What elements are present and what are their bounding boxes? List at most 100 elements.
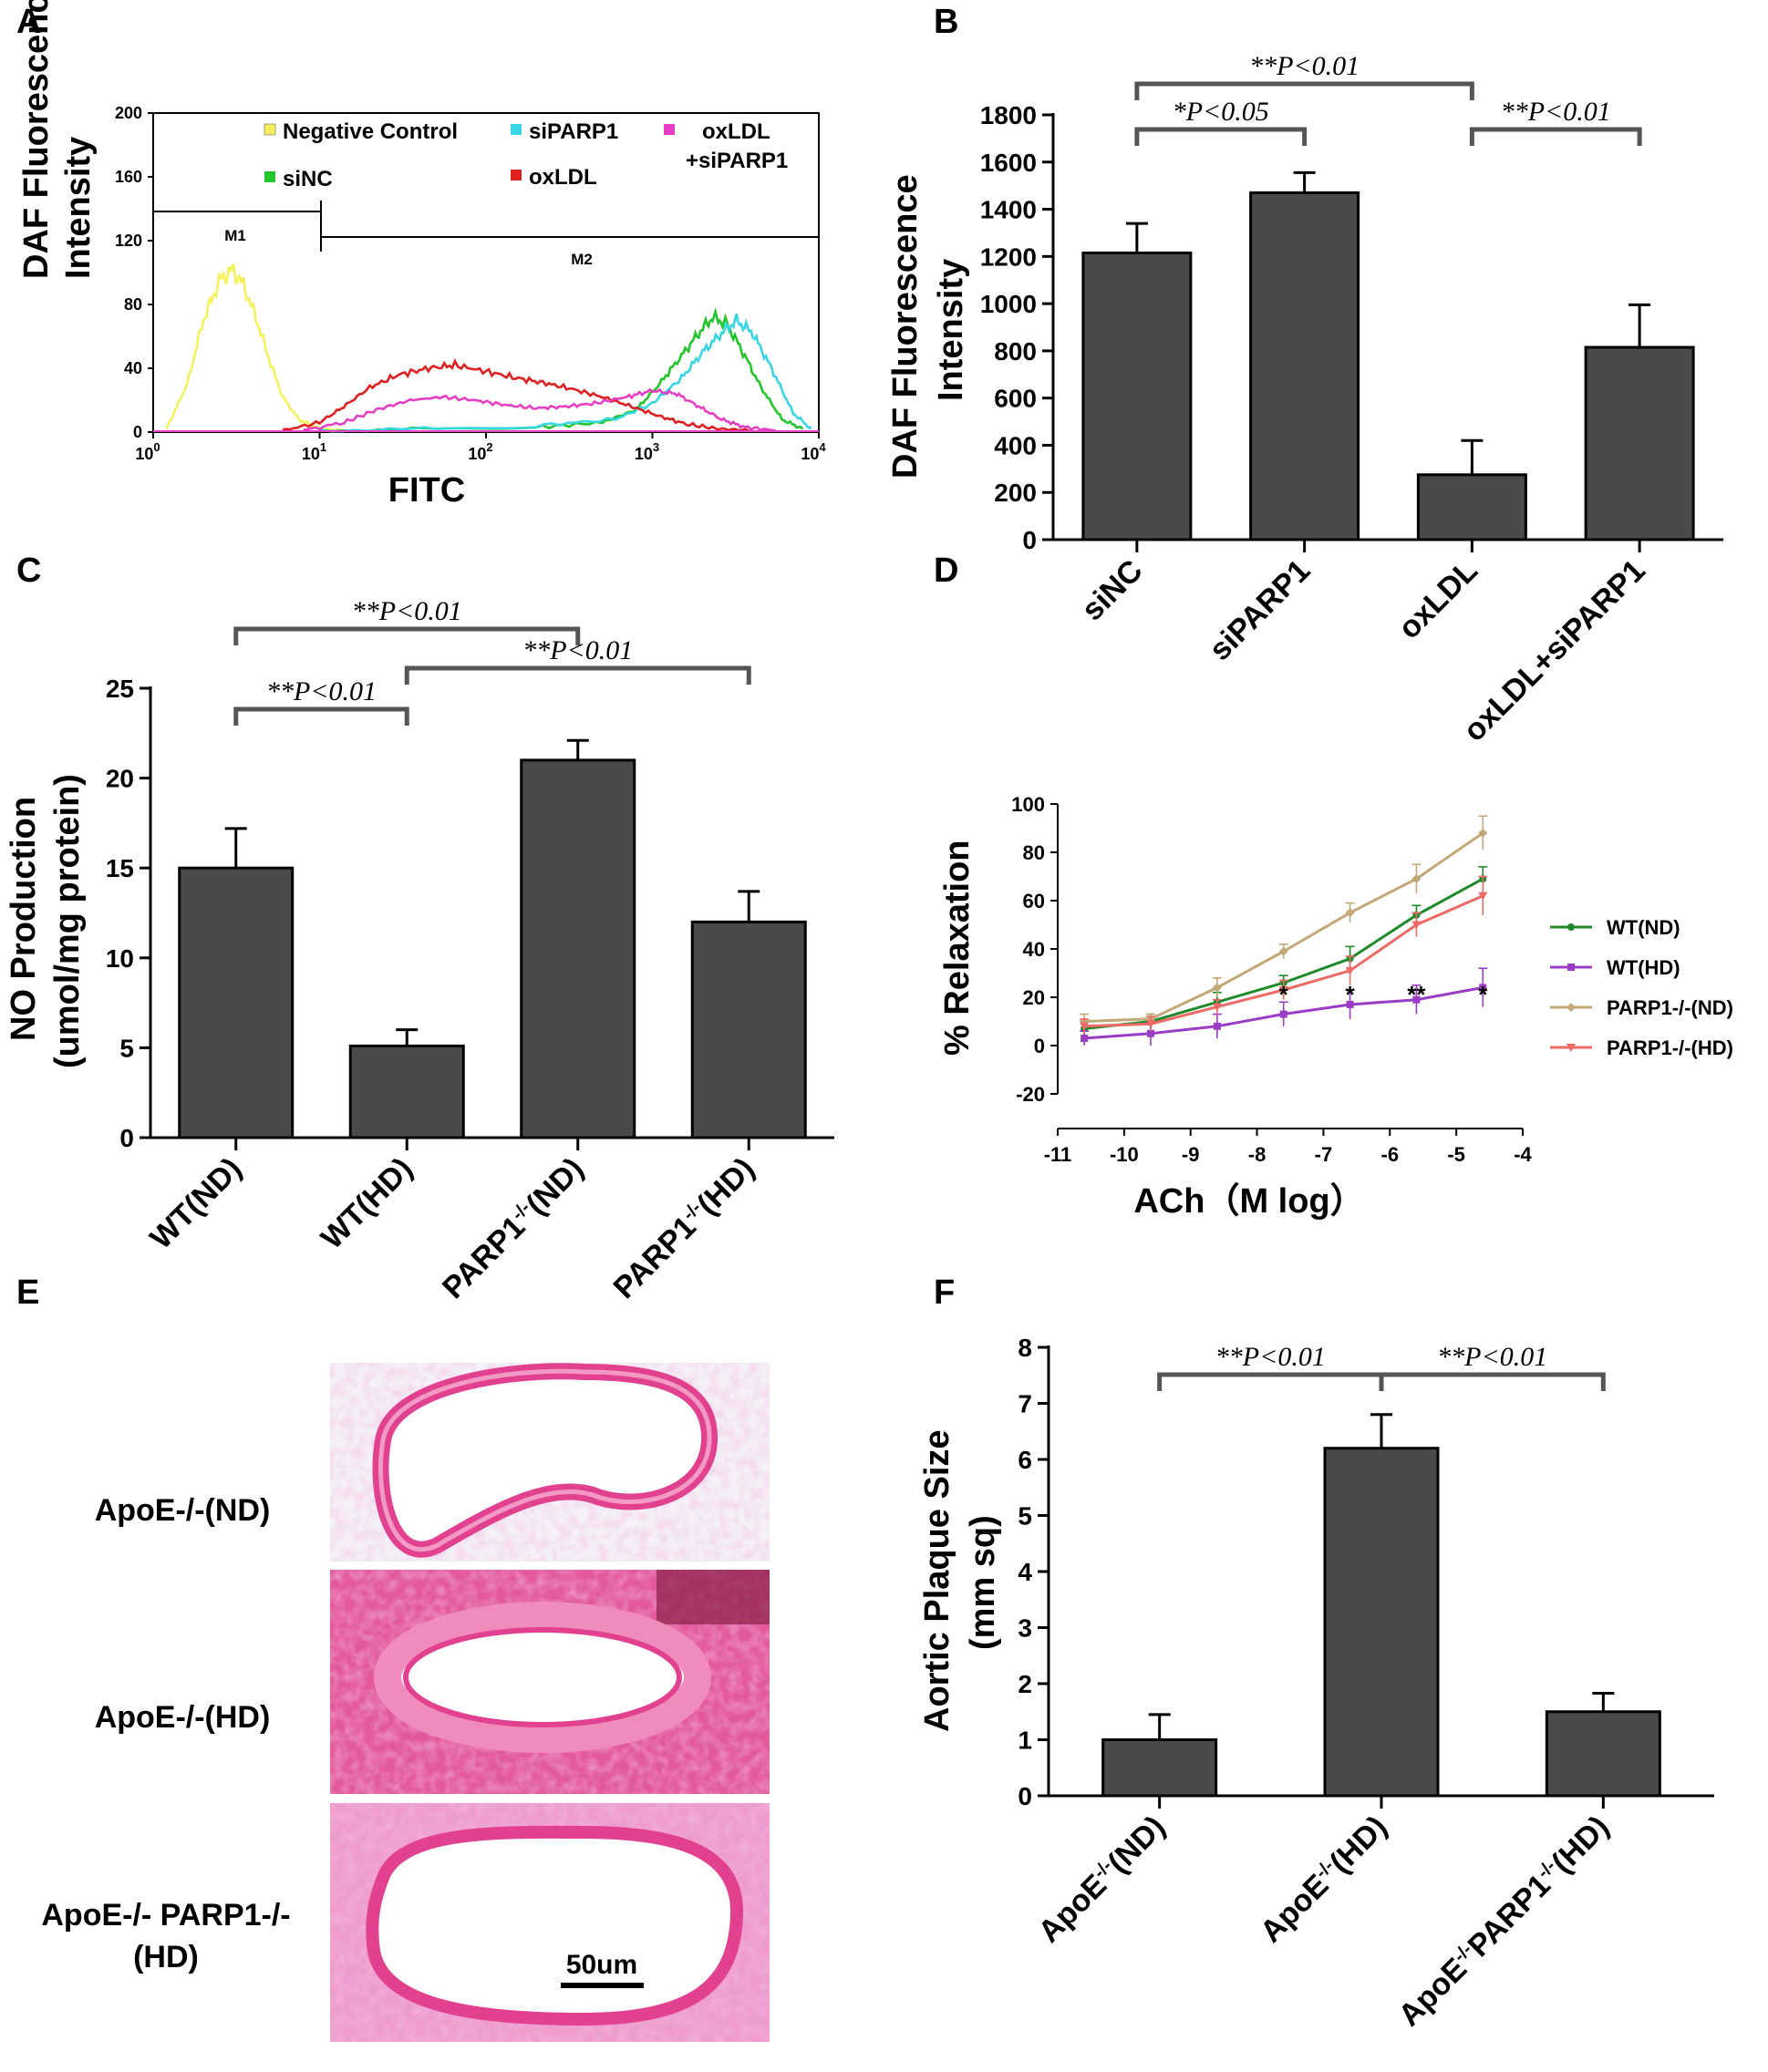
legend-label-wt-hd: WT(HD) [1607, 956, 1680, 979]
panel-f-ytick-label: 0 [1018, 1782, 1032, 1810]
legend-sinc: siNC [283, 167, 333, 191]
significance-star: * [1346, 981, 1356, 1008]
panel-b-category-label: oxLDL [1391, 553, 1484, 646]
panel-f-bar-apoe-nd [1101, 1738, 1218, 1798]
panel-c-bar-wt-nd [178, 866, 295, 1139]
legend-swatch-oxldl [511, 170, 522, 180]
panel-b-significance-label: **P<0.01 [1501, 97, 1611, 127]
legend-swatch-oxldl-siparp1 [664, 124, 675, 135]
legend-label-wt-nd: WT(ND) [1607, 916, 1680, 939]
panel-f-ytick-label: 3 [1018, 1614, 1032, 1643]
data-point [1278, 946, 1288, 956]
data-point [1567, 923, 1575, 931]
legend-oxldl: oxLDL [529, 165, 597, 190]
data-point [1479, 984, 1487, 992]
panel-b-significance-bracket [1469, 127, 1642, 146]
legend-swatch-negative-control [264, 123, 276, 136]
panel-label-b: B [934, 3, 958, 41]
data-point [1080, 1035, 1089, 1043]
panel-b-ytick-label: 1400 [980, 196, 1037, 224]
panel-f-ytick-label: 4 [1018, 1558, 1032, 1586]
panel-b-ytick-label: 0 [1022, 526, 1037, 554]
panel-c-category-label: WT(ND) [143, 1151, 248, 1256]
panel-b-category-label: siNC [1075, 553, 1150, 628]
panel-d-ytick-label: 40 [1023, 938, 1045, 961]
panel-b-ylabel-line2: Intensity [932, 259, 970, 401]
panel-d-xtick-label: -10 [1110, 1143, 1139, 1166]
panel-c-category-label: PARP1-/-(ND) [436, 1151, 590, 1305]
panel-c-ytick-label: 20 [106, 765, 134, 793]
micrograph-apoe-nd [330, 1363, 770, 1562]
panel-d-ytick-label: 80 [1023, 841, 1045, 864]
panel-d-xlabel: ACh（M log） [1133, 1182, 1364, 1221]
legend-oxldl-siparp1-line1: oxLDL [702, 119, 770, 144]
panel-f-ylabel-line2: (mm sq) [964, 1515, 1002, 1650]
panel-c-significance-bracket [404, 665, 751, 685]
panel-d-xtick-label: -5 [1447, 1143, 1465, 1166]
panel-b-ytick-label: 1800 [980, 101, 1037, 129]
panel-b-bar-sinc [1081, 251, 1193, 541]
panel-e-row-label-nd: ApoE-/-(ND) [95, 1493, 271, 1528]
histogram-curve-siparp1 [319, 313, 812, 433]
data-point [1146, 1020, 1155, 1029]
panel-f-significance-label: **P<0.01 [1215, 1342, 1326, 1372]
data-point [1566, 1003, 1576, 1012]
panel-d-ytick-label: -20 [1016, 1083, 1045, 1106]
panel-b-bar-oxldl [1416, 473, 1527, 541]
panel-c-significance-label: **P<0.01 [522, 635, 633, 665]
panel-b-bar-chart: DAF Fluorescence Intensity 0 200 400 600 800… [886, 51, 1723, 748]
panel-c-significance-label: **P<0.01 [352, 596, 462, 626]
panel-a-ytick-label: 40 [124, 359, 142, 377]
panel-d-ylabel: % Relaxation [938, 840, 977, 1056]
panel-c-bar-parp1-nd [520, 758, 636, 1139]
micrograph-apoe-parp1-hd: 50um [330, 1803, 770, 2042]
gate-m1-label: M1 [224, 227, 246, 244]
panel-d-xtick-label: -9 [1182, 1143, 1200, 1166]
panel-b-significance-label: **P<0.01 [1249, 51, 1360, 81]
data-point [1345, 966, 1355, 975]
panel-f-category-label: ApoE-/-PARP1-/-(HD) [1391, 1809, 1615, 2033]
legend-label-parp1-hd: PARP1-/-(HD) [1607, 1036, 1733, 1059]
panel-b-bar-oxldl-siparp1 [1584, 345, 1695, 541]
panel-c-significance-bracket [233, 706, 409, 726]
panel-a-ytick-label: 0 [133, 423, 142, 441]
significance-star: * [1478, 981, 1488, 1008]
panel-c-category-label: WT(HD) [315, 1151, 419, 1256]
panel-b-ytick-label: 1600 [980, 149, 1037, 177]
histogram-curve-negative-control [165, 263, 345, 433]
panel-c-ytick-label: 10 [106, 944, 134, 973]
panel-a-ytick-label: 160 [115, 168, 142, 186]
panel-b-significance-bracket [1134, 81, 1474, 100]
panel-f-ytick-label: 6 [1018, 1446, 1032, 1474]
data-point [1478, 892, 1488, 901]
micrograph-2-dark-region [657, 1570, 770, 1624]
panel-b-category-label: siPARP1 [1203, 553, 1317, 667]
panel-b-ytick-label: 1000 [980, 290, 1037, 318]
panel-d-xtick-label: -11 [1044, 1143, 1072, 1166]
panel-label-a: A [16, 3, 41, 41]
data-point [1478, 828, 1488, 838]
panel-label-d: D [934, 552, 958, 590]
data-point [1279, 1010, 1287, 1018]
data-point [1411, 921, 1422, 930]
panel-f-significance-bracket [1157, 1372, 1384, 1391]
histogram-curve-oxldl-siparp1 [303, 387, 776, 432]
panel-d-xtick-label: -4 [1514, 1143, 1532, 1166]
panel-label-c: C [16, 552, 41, 590]
panel-d-line-chart: % Relaxation ACh（M log） -20 0 20 40 60 80 100 -… [938, 793, 1733, 1221]
panel-f-bar-chart: Aortic Plaque Size (mm sq) 0 1 2 3 4 5 6 7 8 ApoE… [918, 1334, 1714, 2033]
panel-b-ytick-label: 400 [994, 431, 1037, 459]
significance-star: ** [1407, 981, 1426, 1008]
panel-a-ylabel-line1: DAF Fluorescence [17, 0, 56, 279]
gate-m2-label: M2 [571, 251, 593, 268]
panel-a-ytick-label: 200 [115, 104, 142, 122]
scale-bar-label: 50um [566, 1950, 637, 1980]
panel-e-row-label-dko-line1: ApoE-/- PARP1-/- [41, 1898, 290, 1933]
micrograph-apoe-hd [330, 1570, 770, 1794]
panel-a-xlabel: FITC [388, 471, 465, 510]
panel-a-xtick-label: 103 [635, 440, 659, 463]
panel-f-ytick-label: 2 [1018, 1670, 1032, 1698]
panel-c-ytick-label: 15 [106, 854, 134, 882]
histogram-curve-sinc [319, 307, 804, 433]
legend-swatch-sinc [264, 171, 275, 182]
